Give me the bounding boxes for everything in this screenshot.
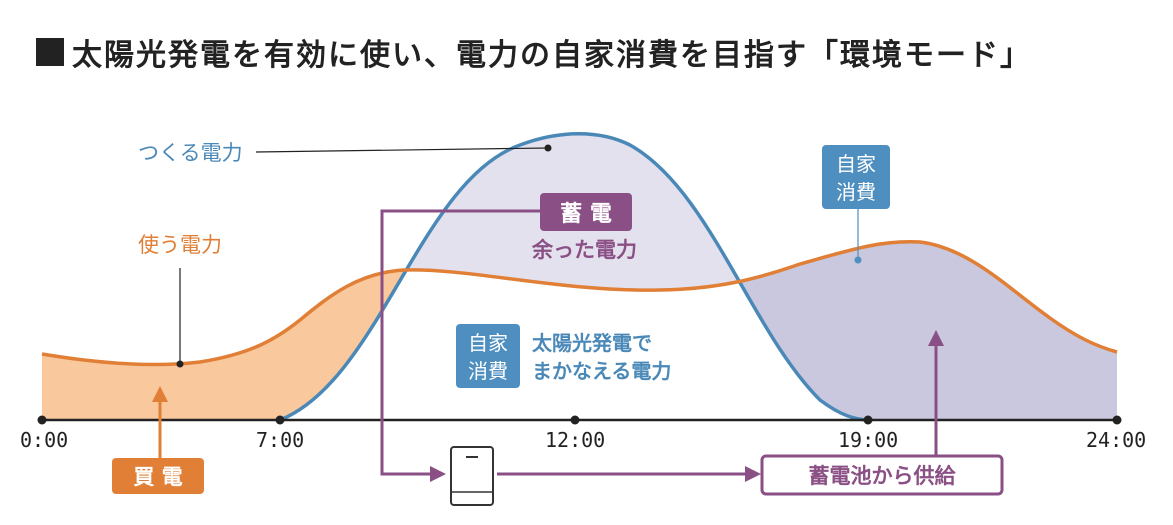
axis-tick-label: 12:00	[545, 428, 605, 452]
buy-badge	[112, 458, 204, 494]
home-battery-icon	[450, 446, 494, 506]
self-consume-leader-dot	[854, 256, 862, 264]
supply-box	[760, 454, 1004, 496]
axis-tick-label: 19:00	[838, 428, 898, 452]
self-consume-line1: 自家	[836, 152, 876, 176]
charge-badge-label: 蓄 電	[560, 202, 612, 227]
arrow-icon	[745, 466, 761, 482]
supply-box-label: 蓄電池から供給	[809, 464, 957, 488]
arrow-icon	[430, 466, 446, 482]
produce-leader	[255, 147, 549, 153]
use-label: 使う電力	[138, 233, 222, 257]
axis-dot-7	[275, 415, 285, 425]
axis-dot-19	[863, 415, 873, 425]
page-title: 太陽光発電を有効に使い、電力の自家消費を目指す「環境モード」	[36, 30, 1032, 74]
arrow-icon	[928, 330, 944, 346]
self-consume-badge-center	[456, 324, 520, 388]
axis-tick-label: 0:00	[20, 428, 68, 452]
surplus-label: 余った電力	[531, 238, 637, 262]
self-consume-center-line1: 自家	[468, 331, 508, 355]
buy-badge-label: 買 電	[133, 465, 182, 489]
use-leader-dot	[176, 360, 184, 368]
charge-badge	[540, 193, 632, 231]
title-square-icon	[36, 38, 64, 66]
produce-label: つくる電力	[138, 141, 243, 165]
solar-covered-line2: まかなえる電力	[532, 359, 671, 383]
self-consume-line2: 消費	[836, 180, 876, 204]
use-curve	[41, 239, 1118, 367]
axis-dot-12	[570, 415, 580, 425]
arrow-icon	[152, 386, 168, 402]
axis-dot-24	[1112, 415, 1122, 425]
battery-supply-area	[700, 241, 1117, 420]
charge-route	[380, 209, 540, 476]
solar-covered-line1: 太陽光発電で	[532, 331, 652, 355]
axis-dot-0	[37, 415, 47, 425]
self-consume-badge-right	[822, 145, 890, 209]
self-consume-center-line2: 消費	[468, 359, 508, 383]
title-text: 太陽光発電を有効に使い、電力の自家消費を目指す「環境モード」	[72, 38, 1032, 73]
axis-tick-label: 24:00	[1086, 428, 1146, 452]
produce-curve	[279, 132, 871, 422]
produce-leader-dot	[544, 144, 552, 152]
axis-tick-label: 7:00	[256, 428, 304, 452]
